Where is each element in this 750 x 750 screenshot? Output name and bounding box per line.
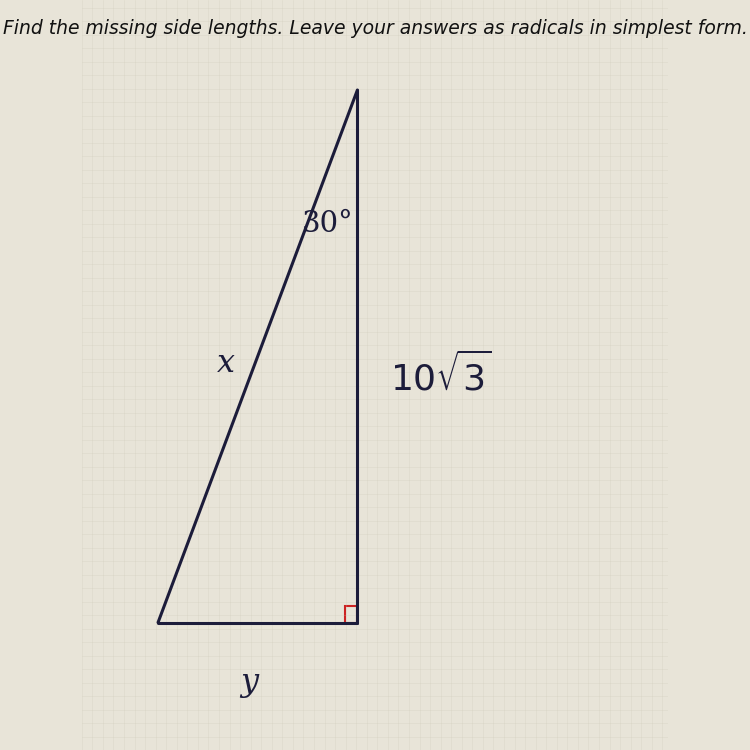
Bar bbox=[344, 606, 358, 622]
Text: 30°: 30° bbox=[302, 210, 353, 238]
Text: y: y bbox=[240, 667, 258, 698]
Text: $10\sqrt{3}$: $10\sqrt{3}$ bbox=[390, 352, 491, 398]
Text: x: x bbox=[217, 348, 235, 380]
Text: Find the missing side lengths. Leave your answers as radicals in simplest form.: Find the missing side lengths. Leave you… bbox=[2, 19, 748, 38]
